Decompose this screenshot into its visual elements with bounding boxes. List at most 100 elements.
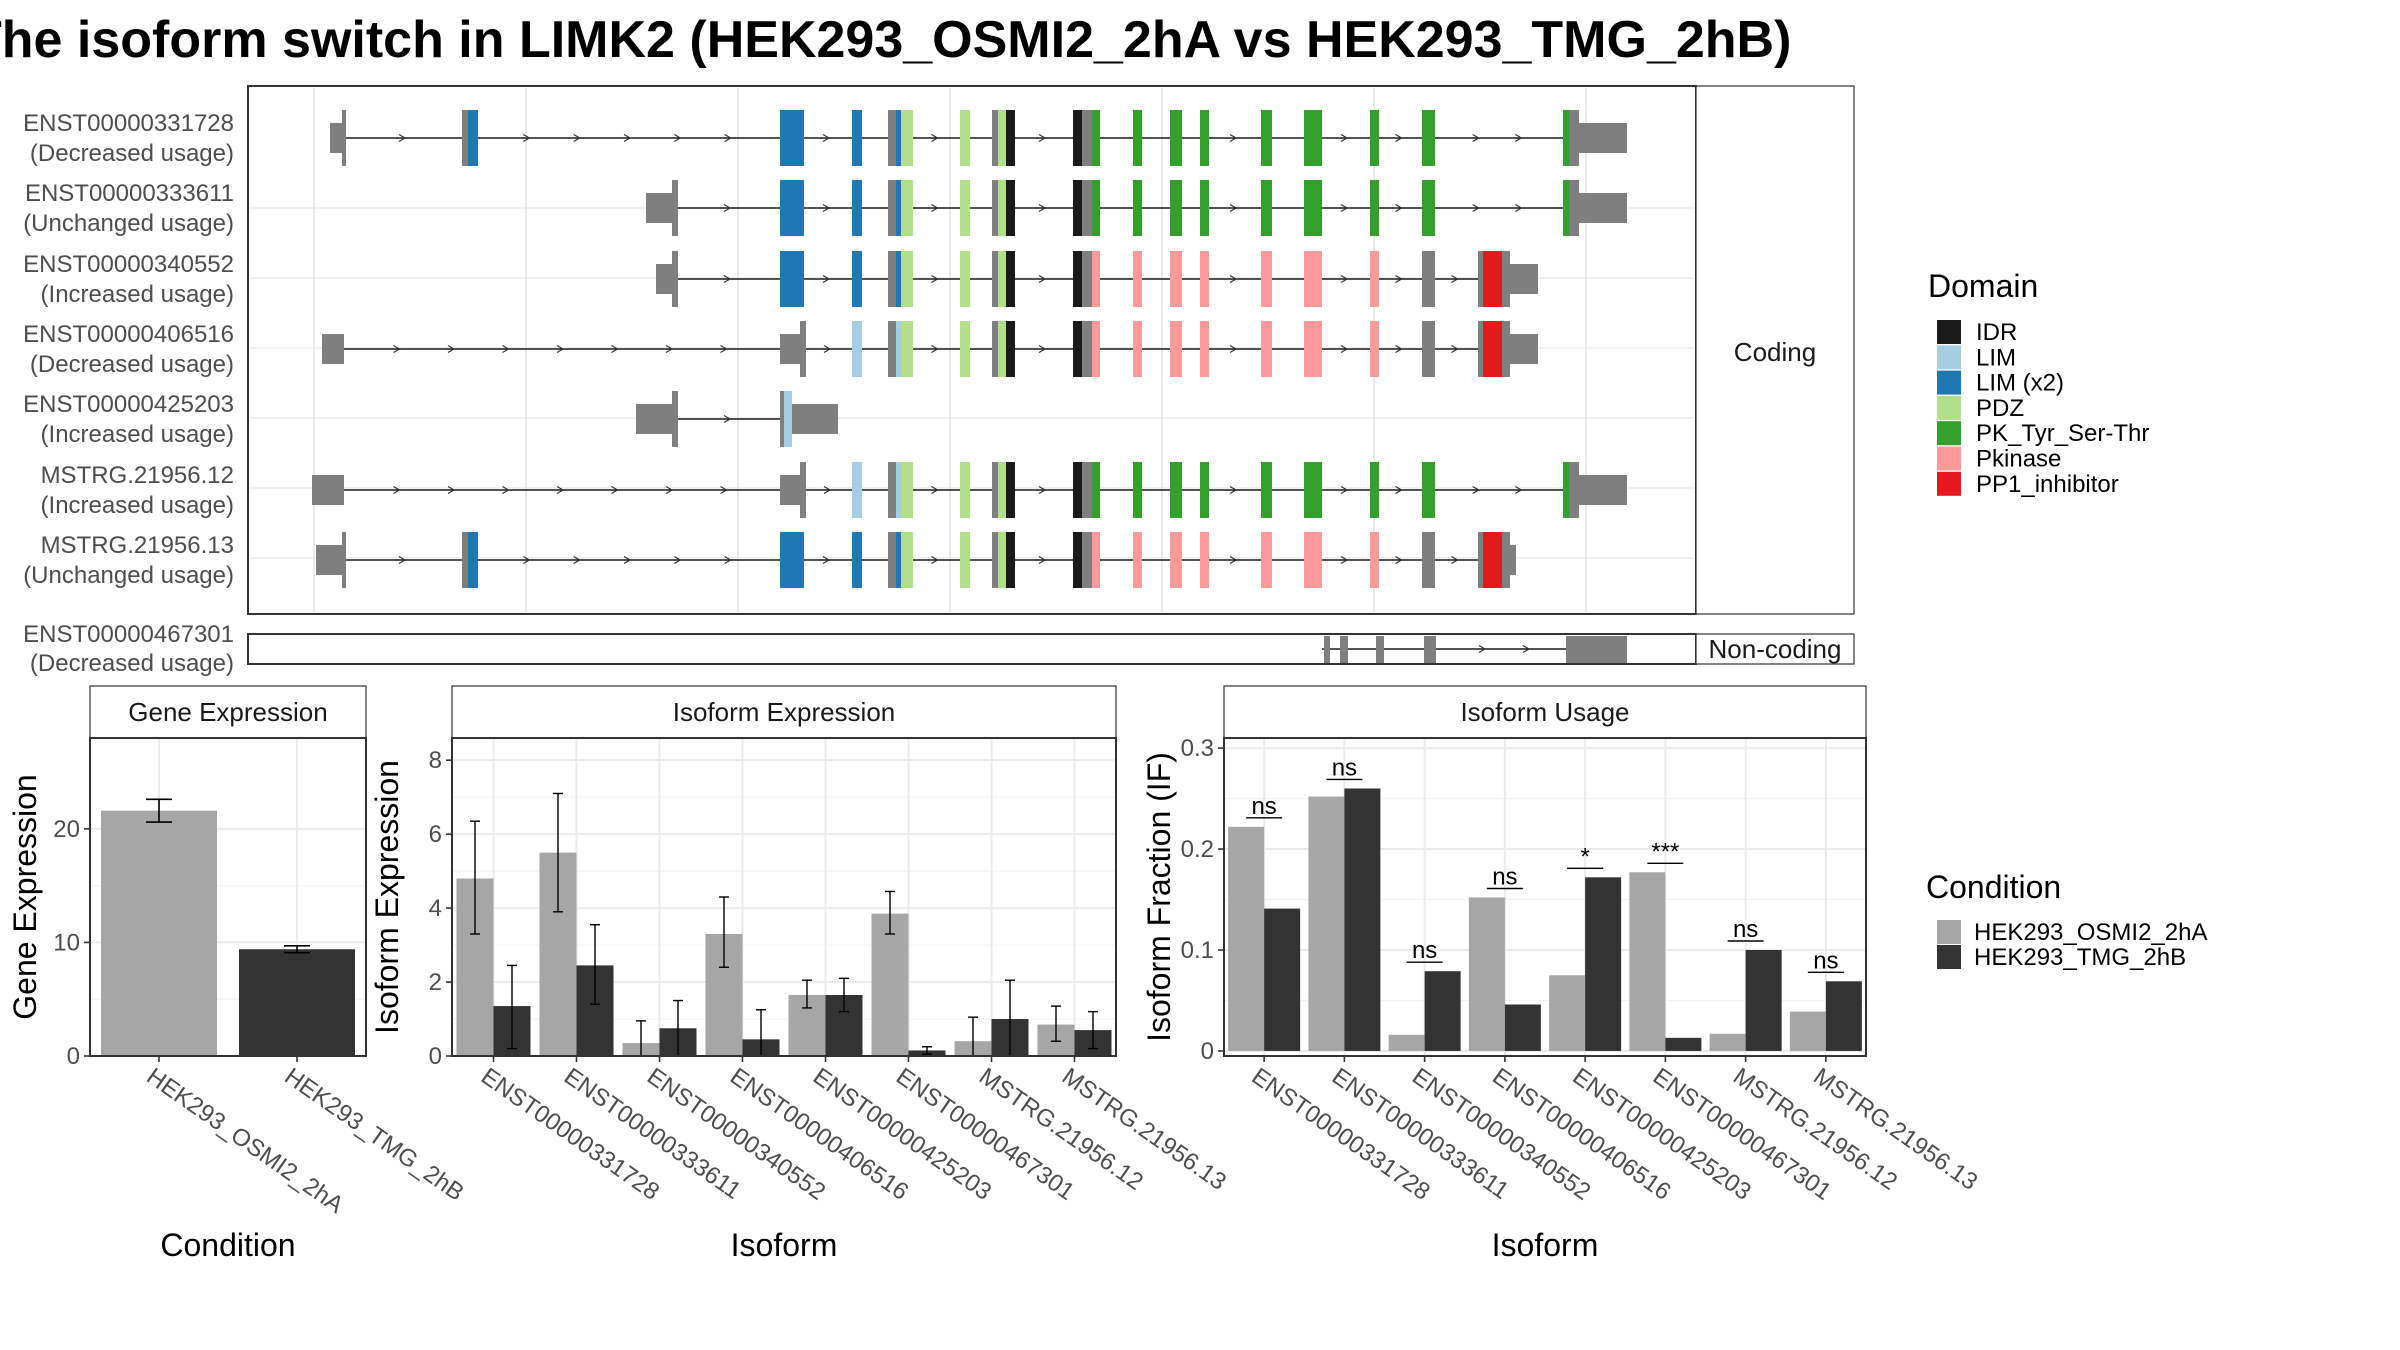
bar <box>1308 796 1345 1051</box>
transcript-structure-panel: Coding Non-coding <box>247 85 1855 665</box>
bar <box>1424 971 1461 1051</box>
y-tick-label: 0 <box>429 1043 442 1070</box>
transcript-usage-label: (Decreased usage) <box>30 140 234 167</box>
bar <box>871 913 909 1056</box>
y-axis-label: Isoform Expression <box>369 760 405 1034</box>
coding-strip-label: Coding <box>1734 337 1816 367</box>
panel-title: Isoform Usage <box>1460 697 1629 727</box>
condition-legend-swatch <box>1937 920 1961 944</box>
transcript-model-ENST00000406516 <box>322 321 1538 377</box>
bar <box>1264 908 1301 1051</box>
bar <box>1549 975 1586 1051</box>
bar <box>1709 1033 1746 1051</box>
domain-legend-label: LIM (x2) <box>1976 370 2064 397</box>
y-tick-label: 10 <box>53 929 80 956</box>
panel-strip <box>89 685 367 739</box>
transcript-usage-label: (Unchanged usage) <box>23 210 234 237</box>
y-tick-label: 20 <box>53 816 80 843</box>
y-axis-label: Isoform Fraction (IF) <box>1141 752 1177 1042</box>
bar <box>239 949 355 1056</box>
condition-legend-title: Condition <box>1926 869 2061 905</box>
transcript-usage-label: (Unchanged usage) <box>23 562 234 589</box>
significance-label: ns <box>1332 754 1357 781</box>
transcript-id-label: ENST00000331728 <box>23 110 234 137</box>
bar <box>1585 877 1622 1051</box>
condition-legend-label: HEK293_TMG_2hB <box>1974 944 2186 971</box>
condition-legend-swatch <box>1937 945 1961 969</box>
x-axis-label: Condition <box>160 1227 295 1263</box>
y-tick-label: 0.1 <box>1181 937 1214 964</box>
noncoding-strip-label: Non-coding <box>1709 634 1842 664</box>
bar <box>1629 872 1666 1051</box>
domain-legend-swatch <box>1937 471 1961 496</box>
domain-legend-swatch <box>1937 345 1961 370</box>
bar <box>1344 788 1381 1051</box>
noncoding-strip <box>1695 633 1855 665</box>
y-tick-label: 6 <box>429 821 442 848</box>
bar <box>101 810 217 1056</box>
bar <box>1468 897 1505 1051</box>
panel-title: Gene Expression <box>128 697 327 727</box>
y-tick-label: 0.3 <box>1181 735 1214 762</box>
chart-1: Isoform Expression 0 2 4 6 8 Isoform Expressio… <box>369 685 1231 1263</box>
transcript-labels: ENST00000331728(Decreased usage)ENST0000… <box>23 110 234 677</box>
transcript-usage-label: (Increased usage) <box>41 281 234 308</box>
transcript-usage-label: (Increased usage) <box>41 492 234 519</box>
bar <box>1825 981 1862 1051</box>
y-tick-label: 4 <box>429 895 442 922</box>
panel-strip <box>1223 685 1867 739</box>
domain-legend-swatch <box>1937 320 1961 344</box>
significance-label: *** <box>1651 838 1679 865</box>
y-tick-label: 0 <box>67 1043 80 1070</box>
transcript-usage-label: (Decreased usage) <box>30 351 234 378</box>
transcript-model-ENST00000333611 <box>646 180 1627 236</box>
panel-title: Isoform Expression <box>673 697 896 727</box>
y-axis-label: Gene Expression <box>7 774 43 1019</box>
condition-legend-label: HEK293_OSMI2_2hA <box>1974 919 2207 946</box>
transcript-model-ENST00000331728 <box>330 110 1627 166</box>
x-axis-label: Isoform <box>1492 1227 1599 1263</box>
y-tick-label: 0.2 <box>1181 836 1214 863</box>
transcript-usage-label: (Increased usage) <box>41 421 234 448</box>
transcript-usage-label: (Decreased usage) <box>30 650 234 677</box>
domain-legend-label: PK_Tyr_Ser-Thr <box>1976 420 2149 447</box>
domain-legend-label: Pkinase <box>1976 446 2061 473</box>
significance-label: ns <box>1251 793 1276 820</box>
transcript-id-label: ENST00000340552 <box>23 251 234 278</box>
figure-title: The isoform switch in LIMK2 (HEK293_OSMI… <box>0 11 1791 69</box>
domain-legend-label: PP1_inhibitor <box>1976 471 2119 498</box>
domain-legend-swatch <box>1937 421 1961 446</box>
transcript-model-ENST00000340552 <box>656 251 1538 307</box>
transcript-model-ENST00000425203 <box>636 391 838 447</box>
transcript-model-MSTRG.21956.13 <box>316 532 1516 588</box>
domain-legend-label: IDR <box>1976 319 2017 346</box>
significance-label: ns <box>1412 937 1437 964</box>
transcript-model-MSTRG.21956.12 <box>312 462 1627 518</box>
bar <box>1665 1037 1702 1051</box>
domain-legend-swatch <box>1937 395 1961 420</box>
domain-legend-title: Domain <box>1928 268 2038 304</box>
y-tick-label: 2 <box>429 969 442 996</box>
domain-legend-swatch <box>1937 370 1961 395</box>
bar <box>1228 826 1265 1051</box>
bar <box>1504 1004 1541 1051</box>
x-axis-label: Isoform <box>731 1227 838 1263</box>
transcript-id-label: MSTRG.21956.12 <box>41 462 234 489</box>
significance-label: ns <box>1733 916 1758 943</box>
transcript-model-ENST00000467301 <box>1322 636 1627 663</box>
significance-label: ns <box>1813 947 1838 974</box>
y-tick-label: 8 <box>429 747 442 774</box>
transcript-id-label: ENST00000406516 <box>23 321 234 348</box>
significance-label: ns <box>1492 864 1517 891</box>
transcript-id-label: MSTRG.21956.13 <box>41 532 234 559</box>
domain-legend-label: PDZ <box>1976 395 2024 422</box>
y-tick-label: 0 <box>1201 1038 1214 1065</box>
bar <box>1388 1034 1425 1051</box>
significance-label: * <box>1580 843 1589 870</box>
domain-legend-swatch <box>1937 446 1961 471</box>
transcript-id-label: ENST00000467301 <box>23 621 234 648</box>
